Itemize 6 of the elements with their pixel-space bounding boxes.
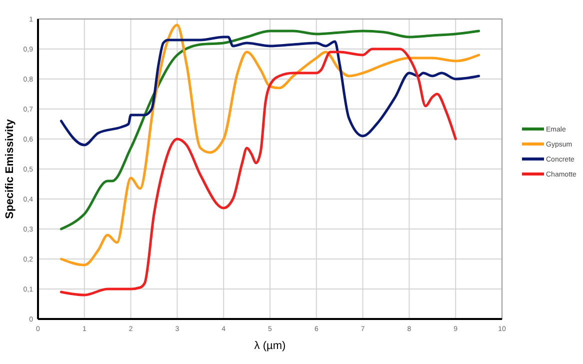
x-axis-title: λ (µm) — [254, 340, 286, 352]
line-series — [60, 30, 480, 230]
line-series — [60, 36, 480, 146]
y-axis-title: Specific Emissivity — [4, 118, 16, 219]
line-series — [60, 48, 457, 296]
line-series — [60, 24, 480, 266]
